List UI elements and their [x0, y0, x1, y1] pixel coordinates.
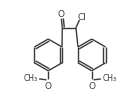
- Text: CH₃: CH₃: [23, 74, 37, 83]
- Text: CH₃: CH₃: [103, 74, 117, 83]
- Text: Cl: Cl: [77, 13, 86, 22]
- Text: O: O: [88, 82, 95, 91]
- Text: O: O: [45, 82, 52, 91]
- Text: O: O: [58, 10, 65, 19]
